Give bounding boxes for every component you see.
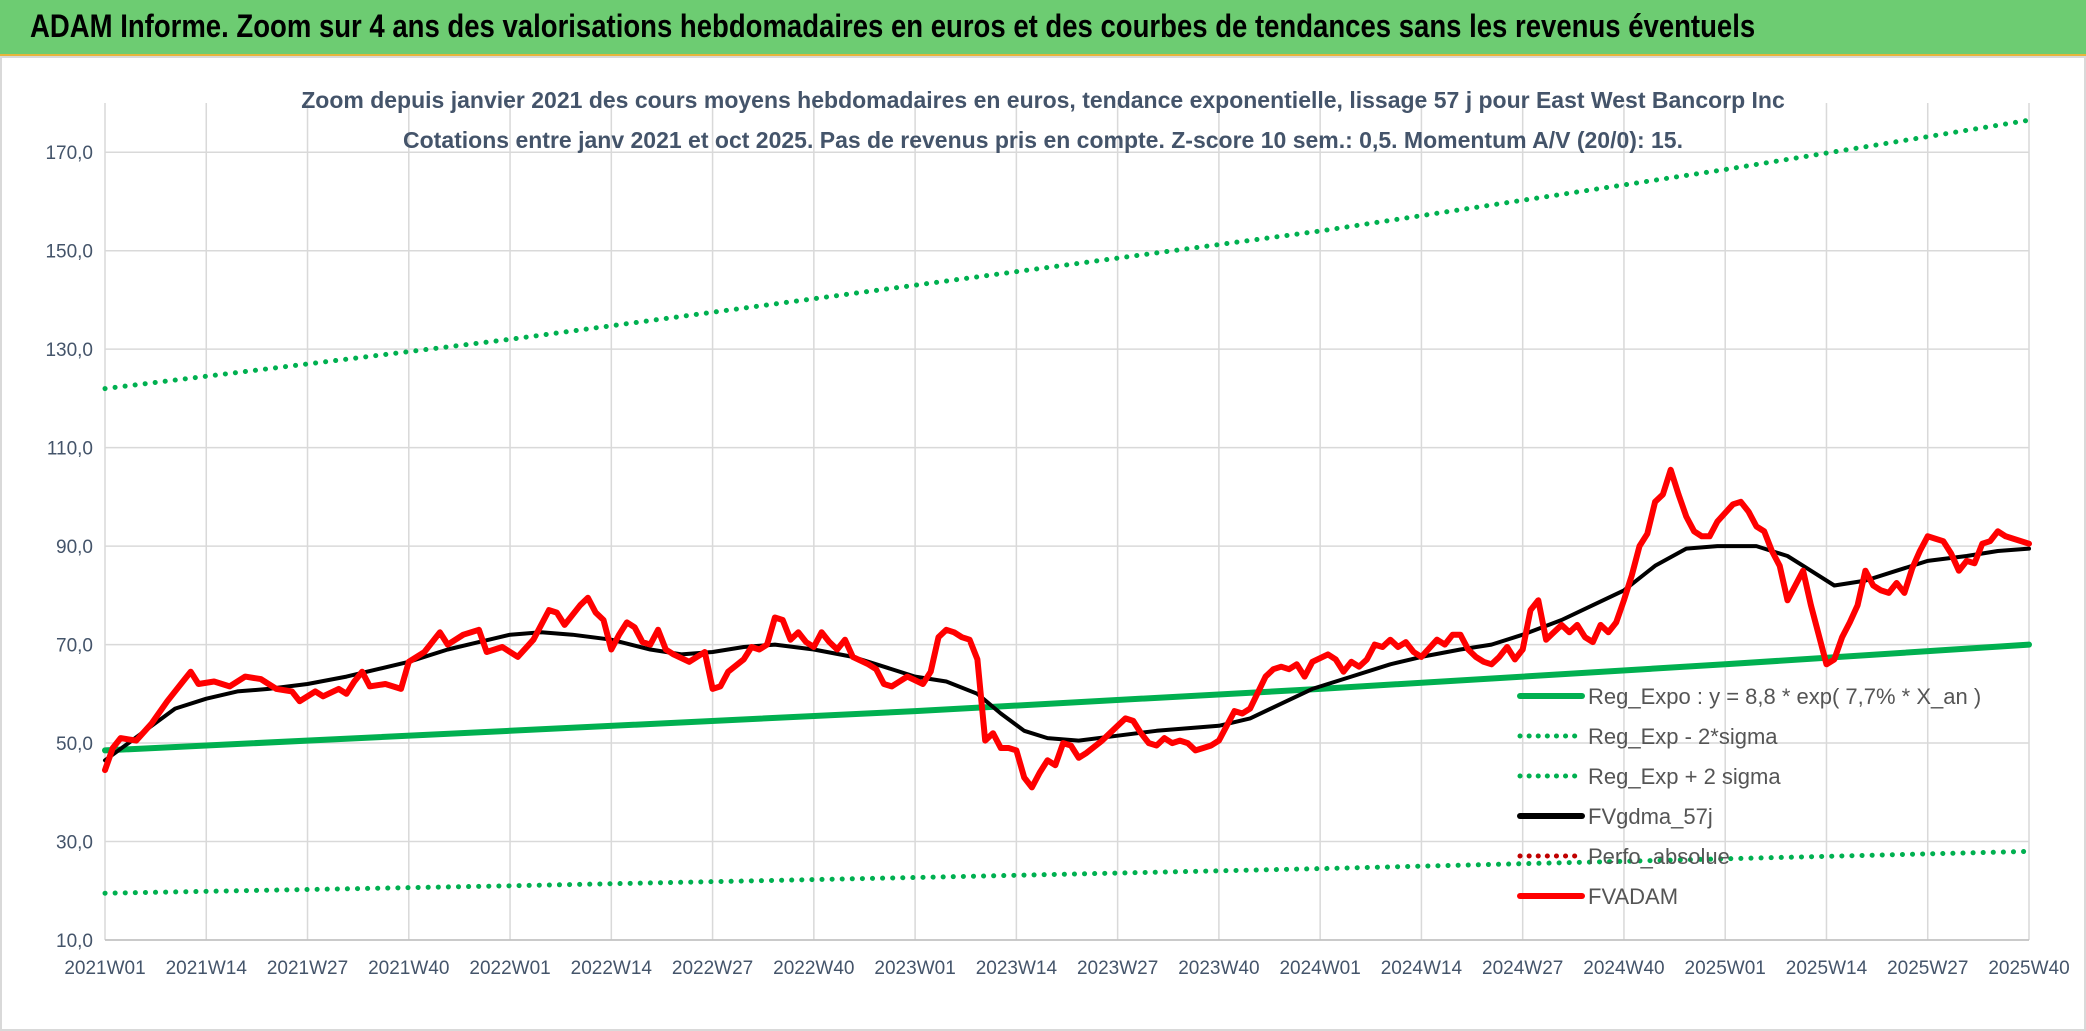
x-tick-label: 2025W40 <box>1988 958 2069 979</box>
x-tick-label: 2022W14 <box>571 958 653 979</box>
legend-label: Reg_Exp - 2*sigma <box>1588 724 1778 749</box>
y-tick-label: 70,0 <box>56 636 93 657</box>
legend: Reg_Expo : y = 8,8 * exp( 7,7% * X_an ) R… <box>1517 684 1981 909</box>
x-tick-label: 2022W27 <box>672 958 753 979</box>
axis-layer: 10,0 30,0 50,0 70,0 90,0 110,0 130,0 150,0 170,0… <box>45 143 2069 979</box>
y-tick-label: 150,0 <box>45 242 93 263</box>
x-tick-label: 2025W01 <box>1685 958 1766 979</box>
reg-expo-line <box>102 641 2032 754</box>
x-tick-label: 2023W14 <box>976 958 1058 979</box>
grid-layer <box>104 103 2030 941</box>
legend-label: FVgdma_57j <box>1588 804 1713 829</box>
chart-frame: 10,0 30,0 50,0 70,0 90,0 110,0 130,0 150,0 170,0… <box>0 56 2086 1031</box>
legend-label: Perfo_absolue <box>1588 844 1730 869</box>
x-tick-label: 2021W01 <box>64 958 145 979</box>
legend-label: FVADAM <box>1588 884 1678 909</box>
x-tick-label: 2021W40 <box>368 958 449 979</box>
legend-label: Reg_Exp + 2 sigma <box>1588 764 1781 789</box>
series-layer <box>102 117 2032 896</box>
y-tick-label: 30,0 <box>56 833 93 854</box>
y-tick-label: 170,0 <box>45 143 93 164</box>
x-tick-label: 2021W14 <box>166 958 248 979</box>
y-tick-label: 90,0 <box>56 537 93 558</box>
x-tick-label: 2025W14 <box>1786 958 1868 979</box>
y-tick-label: 130,0 <box>45 340 93 361</box>
reg-exp-plus-2sigma-line <box>102 117 2032 392</box>
x-tick-label: 2024W01 <box>1279 958 1360 979</box>
x-tick-label: 2024W40 <box>1583 958 1664 979</box>
legend-label: Reg_Expo : y = 8,8 * exp( 7,7% * X_an ) <box>1588 684 1981 709</box>
y-tick-label: 110,0 <box>47 439 93 460</box>
x-tick-label: 2022W40 <box>773 958 854 979</box>
x-tick-label: 2023W01 <box>874 958 955 979</box>
report-banner: ADAM Informe. Zoom sur 4 ans des valoris… <box>0 0 2086 56</box>
report-title: ADAM Informe. Zoom sur 4 ans des valoris… <box>30 8 1756 44</box>
x-tick-label: 2024W14 <box>1381 958 1463 979</box>
y-tick-label: 10,0 <box>56 931 93 952</box>
x-tick-label: 2023W40 <box>1178 958 1259 979</box>
reg-exp-minus-2sigma-line <box>102 848 2032 896</box>
x-tick-label: 2022W01 <box>469 958 550 979</box>
fvadam-line <box>102 466 2032 791</box>
line-chart: 10,0 30,0 50,0 70,0 90,0 110,0 130,0 150,0 170,0… <box>45 87 2069 979</box>
x-tick-label: 2021W27 <box>267 958 348 979</box>
y-tick-label: 50,0 <box>56 734 93 755</box>
chart-title: Zoom depuis janvier 2021 des cours moyen… <box>301 87 1785 113</box>
x-tick-label: 2025W27 <box>1887 958 1968 979</box>
x-tick-label: 2024W27 <box>1482 958 1563 979</box>
x-tick-label: 2023W27 <box>1077 958 1158 979</box>
chart-subtitle: Cotations entre janv 2021 et oct 2025. P… <box>403 127 1683 153</box>
